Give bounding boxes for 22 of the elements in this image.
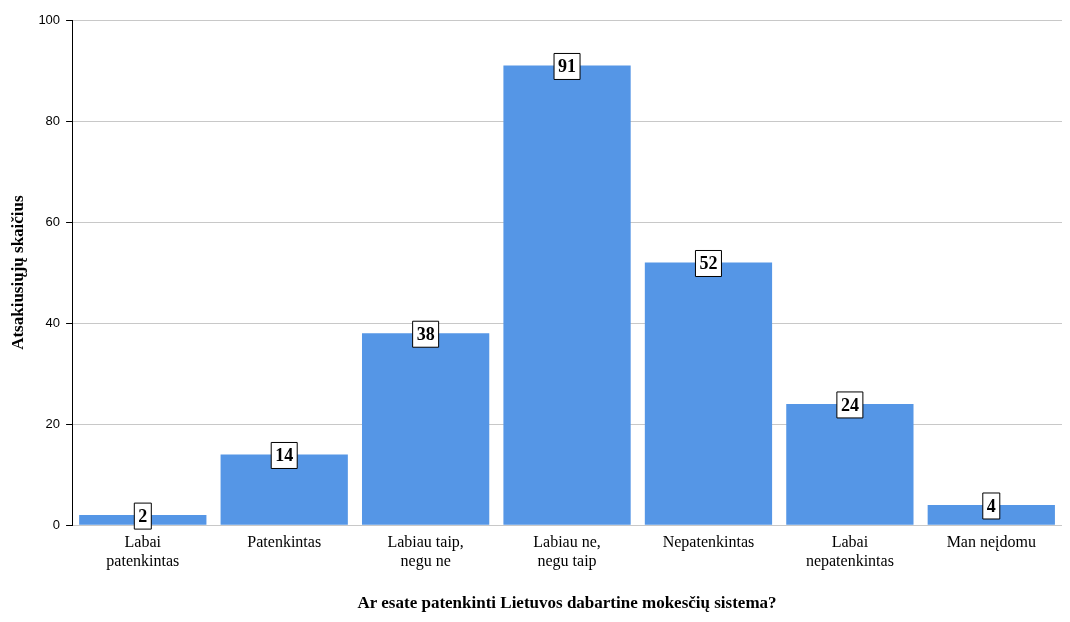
y-tick-label: 0 [52, 516, 61, 532]
y-tick-label: 40 [45, 314, 61, 330]
data-label: 52 [699, 253, 718, 274]
x-axis-title: Ar esate patenkinti Lietuvos dabartine mokesčių sistema? [357, 593, 777, 613]
data-label: 14 [275, 445, 294, 466]
data-label: 38 [416, 323, 435, 344]
y-tick-label: 60 [45, 213, 61, 229]
x-tick-label: Labai nepatenkintas [805, 533, 894, 571]
y-tick-label: 80 [45, 112, 61, 128]
y-tick-label: 20 [45, 415, 61, 431]
x-tick-label: Man neįdomu [946, 533, 1036, 551]
x-tick-label: Nepatenkintas [662, 533, 755, 551]
y-axis-title: Atsakiusiųjų skaičius [7, 194, 27, 350]
x-tick-label: Labiau ne, negu taip [533, 533, 601, 571]
data-label: 24 [840, 394, 859, 415]
x-tick-label: Labai patenkintas [106, 533, 180, 571]
data-label: 91 [558, 56, 577, 77]
data-label: 4 [986, 495, 996, 516]
y-tick-label: 100 [38, 11, 61, 27]
x-tick-label: Patenkintas [247, 533, 322, 550]
data-label: 2 [138, 505, 148, 526]
x-tick-label: Labiau taip, negu ne [387, 533, 464, 571]
